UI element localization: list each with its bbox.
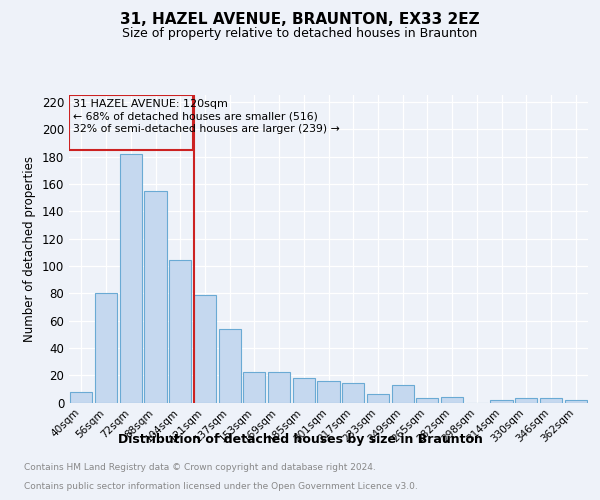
Bar (490, 400, 512, 402)
Bar (317, 380, 340, 402)
Bar (416, 398, 439, 402)
Y-axis label: Number of detached properties: Number of detached properties (23, 156, 36, 342)
Text: 31, HAZEL AVENUE, BRAUNTON, EX33 2EZ: 31, HAZEL AVENUE, BRAUNTON, EX33 2EZ (120, 12, 480, 28)
Bar (243, 372, 265, 402)
Text: Contains HM Land Registry data © Crown copyright and database right 2024.: Contains HM Land Registry data © Crown c… (24, 464, 376, 472)
Text: 31 HAZEL AVENUE: 120sqm: 31 HAZEL AVENUE: 120sqm (73, 99, 228, 109)
Bar (392, 384, 414, 402)
Bar (293, 378, 315, 402)
Bar (441, 397, 463, 402)
Bar (70, 392, 92, 402)
Bar (169, 260, 191, 402)
Text: Contains public sector information licensed under the Open Government Licence v3: Contains public sector information licen… (24, 482, 418, 491)
Bar (218, 328, 241, 402)
Bar (565, 400, 587, 402)
Bar (268, 372, 290, 402)
Bar (70, 95, 193, 150)
Text: 32% of semi-detached houses are larger (239) →: 32% of semi-detached houses are larger (… (73, 124, 340, 134)
Bar (95, 293, 117, 403)
Text: ← 68% of detached houses are smaller (516): ← 68% of detached houses are smaller (51… (73, 112, 318, 122)
Bar (515, 398, 538, 402)
Bar (194, 294, 216, 403)
Bar (367, 394, 389, 402)
Bar (342, 384, 364, 402)
Bar (145, 190, 167, 402)
Text: Size of property relative to detached houses in Braunton: Size of property relative to detached ho… (122, 28, 478, 40)
Bar (540, 398, 562, 402)
Text: Distribution of detached houses by size in Braunton: Distribution of detached houses by size … (118, 432, 482, 446)
Bar (119, 154, 142, 402)
